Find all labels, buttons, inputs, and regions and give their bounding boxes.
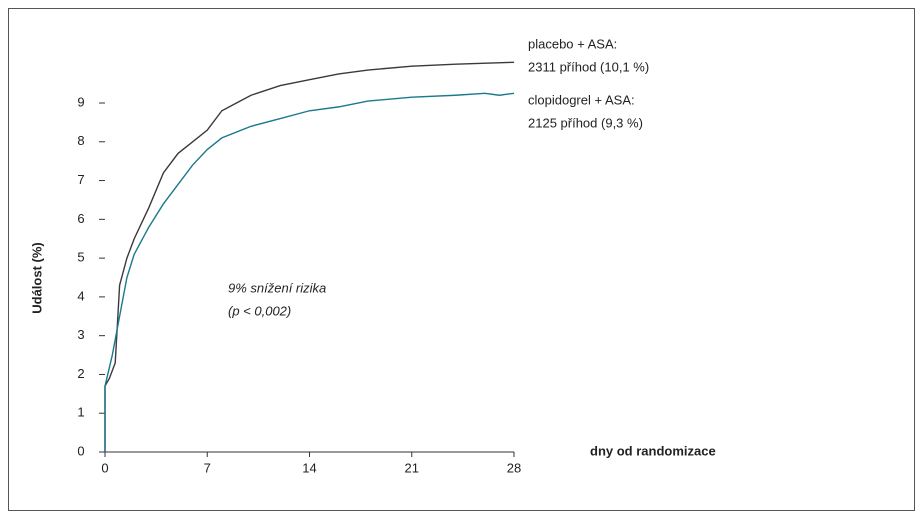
y-tick-label: 1: [77, 405, 84, 420]
x-tick-label: 7: [204, 460, 211, 475]
y-tick-label: 9: [77, 94, 84, 109]
x-tick-label: 21: [405, 460, 419, 475]
x-tick-label: 28: [507, 460, 521, 475]
series-line: [104, 92, 515, 452]
y-tick-label: 6: [77, 211, 84, 226]
frame: [8, 8, 915, 511]
series-name: placebo + ASA:: [528, 36, 617, 51]
x-tick-label: 14: [302, 460, 316, 475]
y-axis-label: Událost (%): [29, 242, 44, 314]
annotation: (p < 0,002): [228, 303, 291, 318]
series-label: 2125 příhod (9,3 %): [528, 115, 643, 130]
y-tick-label: 3: [77, 327, 84, 342]
x-tick-label: 0: [101, 460, 108, 475]
y-tick-label: 8: [77, 133, 84, 148]
x-axis-label: dny od randomizace: [590, 443, 716, 458]
series-label: 2311 příhod (10,1 %): [528, 59, 649, 74]
series-name: clopidogrel + ASA:: [528, 92, 635, 107]
series-line: [104, 61, 515, 452]
annotation: 9% snížení rizika: [228, 280, 326, 295]
y-tick-label: 7: [77, 172, 84, 187]
y-tick-label: 5: [77, 250, 84, 265]
y-tick-label: 2: [77, 366, 84, 381]
y-tick-label: 4: [77, 288, 84, 303]
y-tick-label: 0: [77, 443, 84, 458]
